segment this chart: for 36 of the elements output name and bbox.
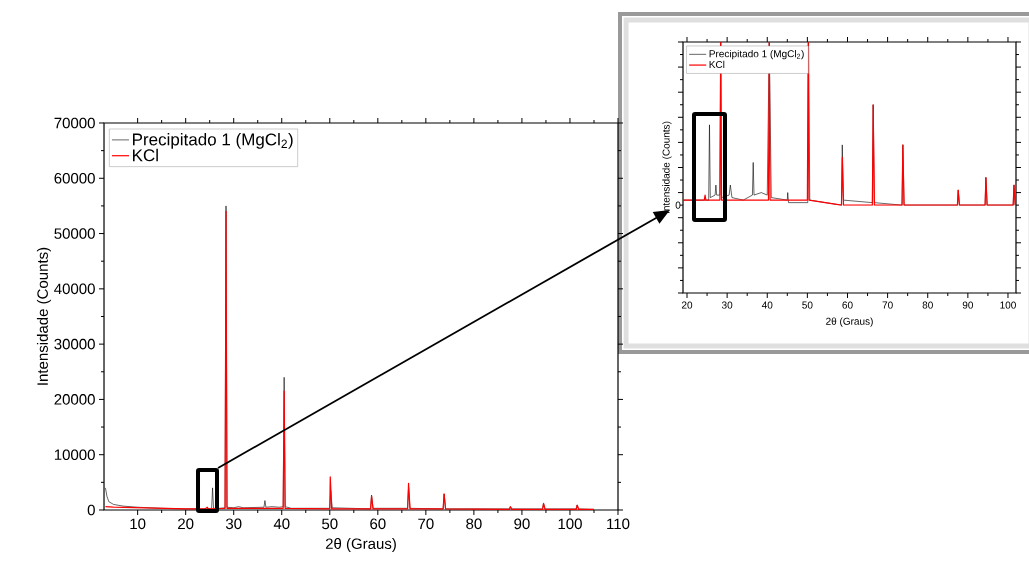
x-tick-label: 50 — [802, 301, 813, 309]
y-tick-label: 50000 — [54, 228, 95, 239]
x-tick-label: 70 — [418, 518, 434, 530]
y-tick-label: 10000 — [54, 449, 95, 461]
x-tick-label: 100 — [1000, 301, 1016, 309]
x-tick-label: 40 — [273, 518, 290, 530]
x-tick-label: 10 — [130, 518, 146, 530]
x-tick-label: 90 — [514, 518, 530, 530]
x-tick-label: 100 — [558, 518, 582, 530]
y-tick-label: 40000 — [54, 283, 95, 295]
x-tick-label: 60 — [370, 518, 386, 530]
x-tick-label: 20 — [178, 518, 194, 530]
annotation: 0 — [675, 201, 681, 209]
y-tick-label: 0 — [87, 504, 95, 516]
y-tick-label: 30000 — [54, 338, 95, 350]
x-tick-label: 60 — [842, 301, 853, 309]
x-tick-label: 110 — [607, 518, 630, 530]
y-axis-title: Intensidade (Counts) — [36, 247, 51, 385]
y-tick-label: 70000 — [54, 117, 95, 129]
y-tick-label: 60000 — [54, 172, 95, 184]
legend-label: KCl — [709, 60, 725, 69]
x-tick-label: 40 — [761, 301, 773, 309]
legend-label: Precipitado 1 (MgCl$_{2}$) — [709, 49, 804, 60]
x-tick-label: 30 — [721, 301, 733, 309]
x-tick-label: 50 — [322, 518, 338, 530]
x-tick-label: 20 — [681, 301, 693, 309]
x-tick-label: 90 — [962, 301, 974, 309]
x-tick-label: 70 — [882, 301, 893, 309]
x-axis-title: 2θ (Graus) — [826, 317, 873, 327]
x-tick-label: 80 — [466, 518, 482, 530]
x-tick-label: 30 — [225, 518, 242, 530]
y-tick-label: 20000 — [54, 394, 95, 405]
legend-label: Precipitado 1 (MgCl$_{2}$) — [133, 133, 293, 149]
x-axis-title: 2θ (Graus) — [325, 538, 396, 552]
x-tick-label: 80 — [922, 301, 933, 309]
legend-label: KCl — [133, 148, 158, 162]
